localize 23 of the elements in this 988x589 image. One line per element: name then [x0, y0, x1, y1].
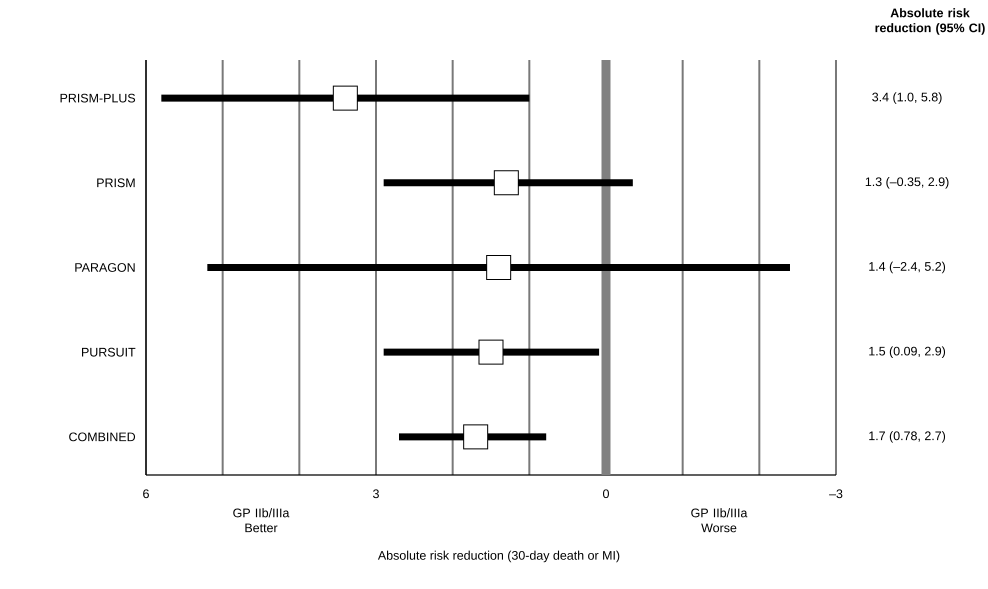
- data-label: 1.7 (0.78, 2.7): [869, 431, 946, 443]
- x-axis-title: Absolute risk reduction (30-day death or MI): [378, 550, 620, 562]
- point: [478, 340, 504, 365]
- text: GP IIb/IIIa Better: [233, 508, 290, 532]
- text: GP IIb/IIIa Worse: [691, 508, 748, 532]
- x-tick-label: –3: [829, 489, 842, 498]
- y-tick-label: COMBINED: [69, 432, 136, 442]
- data-label: 1.3 (–0.35, 2.9): [866, 176, 949, 189]
- point: [486, 254, 512, 280]
- y-tick-label: PRISM-PLUS: [60, 94, 136, 103]
- x-tick-label: 0: [603, 489, 609, 498]
- y-tick-label: PRISM: [97, 178, 135, 188]
- data-label: 1.5 (0.09, 2.9): [869, 346, 946, 358]
- point: [332, 86, 358, 111]
- point: [463, 424, 488, 450]
- text: Absolute risk reduction (95% CI): [875, 8, 985, 35]
- x-tick-label: 3: [373, 489, 379, 498]
- x-tick-label: 6: [143, 489, 149, 498]
- y-tick-label: PARAGON: [75, 263, 135, 272]
- data-label: 3.4 (1.0, 5.8): [872, 92, 942, 104]
- data-label: 1.4 (–2.4, 5.2): [869, 262, 946, 274]
- y-tick-label: PURSUIT: [82, 348, 136, 357]
- point: [494, 170, 519, 196]
